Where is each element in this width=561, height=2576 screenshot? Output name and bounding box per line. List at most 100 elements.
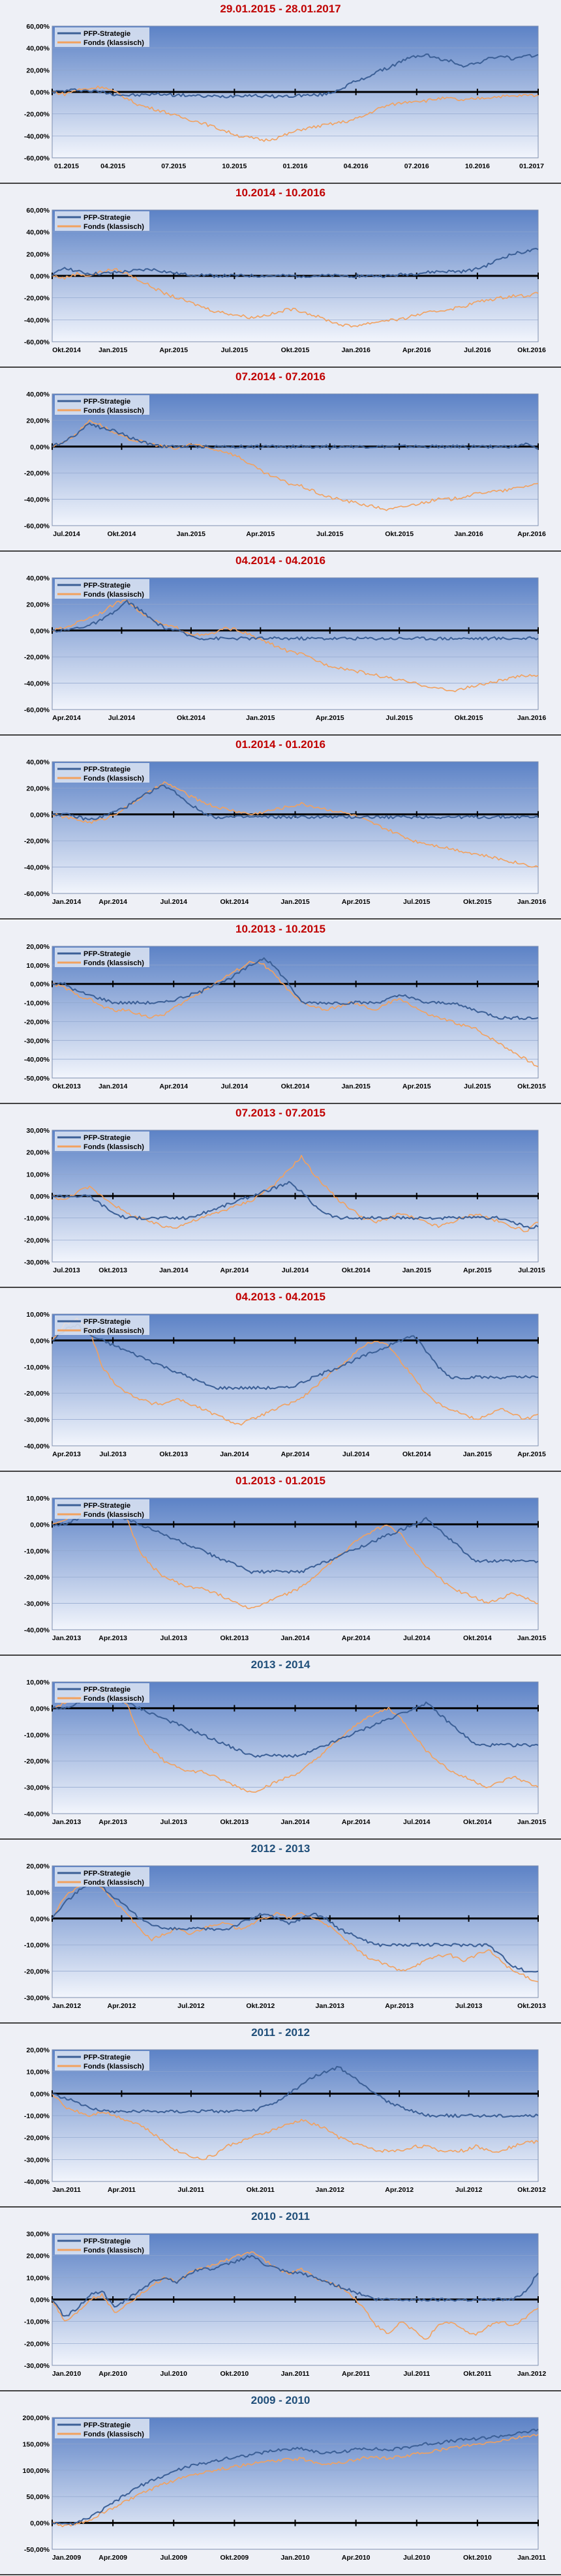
y-tick-label: -30,00% <box>24 1994 50 2002</box>
x-tick-label: Okt.2015 <box>281 346 310 354</box>
legend-label: Fonds (klassisch) <box>83 1879 144 1887</box>
series-line-strategy <box>52 2065 539 2118</box>
x-tick-label: Apr.2012 <box>108 2002 136 2010</box>
y-tick-label: -10,00% <box>24 1000 50 1008</box>
chart-title: 01.2013 - 01.2015 <box>235 1475 326 1487</box>
y-tick-label: -20,00% <box>24 1390 50 1398</box>
plot-area <box>52 394 538 526</box>
legend-label: PFP-Strategie <box>83 582 130 590</box>
series-line-strategy <box>52 53 539 99</box>
legend-box <box>55 395 149 415</box>
x-tick-label: Jan.2010 <box>52 2370 82 2378</box>
x-tick-label: Okt.2014 <box>402 1450 431 1458</box>
y-tick-label: 0,00% <box>30 1337 50 1345</box>
x-tick-label: Jan.2014 <box>280 1818 310 1826</box>
legend-label: Fonds (klassisch) <box>83 959 144 967</box>
x-tick-label: Okt.2015 <box>385 530 414 538</box>
x-tick-label: Okt.2013 <box>52 1083 81 1090</box>
x-tick-label: Apr.2014 <box>342 1634 371 1642</box>
x-tick-label: 01.2015 <box>54 162 79 170</box>
x-tick-label: Jul.2015 <box>386 714 413 722</box>
chart-title: 10.2014 - 10.2016 <box>235 187 326 199</box>
x-tick-label: 10.2015 <box>222 162 247 170</box>
chart-panel: 2011 - 2012 20,00% 10,00% 0,00% -10,00% -20,0… <box>0 2024 561 2208</box>
x-tick-label: Apr.2013 <box>52 1450 81 1458</box>
x-tick-label: Jan.2012 <box>517 2370 547 2378</box>
chart-svg: 10,00%0,00%-10,00%-20,00%-30,00%-40,00%J… <box>24 1495 546 1642</box>
legend-label: PFP-Strategie <box>83 1318 130 1326</box>
series-line-strategy <box>52 2429 539 2526</box>
x-tick-label: Apr.2013 <box>99 1818 127 1826</box>
x-tick-label: Apr.2014 <box>159 1083 188 1090</box>
x-tick-label: Jan.2011 <box>517 2554 546 2562</box>
y-tick-label: 0,00% <box>30 811 50 819</box>
x-tick-label: Jul.2014 <box>403 1634 431 1642</box>
y-tick-label: 20,00% <box>26 1863 50 1870</box>
legend-box <box>55 763 149 783</box>
chart-title: 2009 - 2010 <box>250 2394 311 2406</box>
chart-svg: 60,00% 40,00% 20,00% 0,00% -20,00% -40,00% -60… <box>24 207 546 354</box>
y-tick-label: 10,00% <box>26 2069 50 2076</box>
chart-title: 04.2014 - 04.2016 <box>235 554 326 567</box>
y-tick-label: 20,00% <box>26 2253 50 2260</box>
x-tick-label: Jan.2011 <box>52 2186 81 2194</box>
chart-panel: 2012 - 2013 20,00% 10,00% 0,00% -10,00% -20,0… <box>0 1840 561 2024</box>
legend-label: Fonds (klassisch) <box>83 591 144 599</box>
series-line-strategy <box>52 248 539 278</box>
y-tick-label: 10,00% <box>26 1889 50 1896</box>
x-tick-label: Jul.2016 <box>464 346 491 354</box>
x-tick-label: Jan.2015 <box>341 1083 371 1090</box>
y-tick-label: 40,00% <box>26 758 50 766</box>
y-tick-label: 30,00% <box>26 2230 50 2238</box>
x-tick-label: Jul.2014 <box>221 1083 249 1090</box>
series-line-fonds <box>52 1506 539 1610</box>
y-tick-label: 0,00% <box>30 981 50 989</box>
x-tick-label: Apr.2014 <box>99 898 127 906</box>
x-tick-label: Jan.2013 <box>52 1634 82 1642</box>
y-tick-label: 60,00% <box>26 23 50 31</box>
chart-svg: 40,00%20,00%0,00%-20,00%-40,00%-60,00%Ap… <box>24 575 546 722</box>
y-tick-label: -60,00% <box>24 522 50 530</box>
y-tick-label: 150,00% <box>23 2440 50 2448</box>
x-tick-label: Jan.2013 <box>52 1818 82 1826</box>
series-line-fonds <box>52 2434 539 2528</box>
legend-label: Fonds (klassisch) <box>83 1327 144 1335</box>
series-line-fonds <box>52 268 539 328</box>
y-tick-label: -30,00% <box>24 1037 50 1045</box>
y-tick-label: 10,00% <box>26 962 50 970</box>
x-tick-label: Jan.2015 <box>246 714 275 722</box>
x-tick-label: Okt.2014 <box>463 1818 492 1826</box>
legend-label: PFP-Strategie <box>83 1870 130 1878</box>
series-line-fonds <box>52 961 539 1068</box>
chart-panel: 04.2013 - 04.2015 10,00% 0,00% -10,00% -20,0… <box>0 1288 561 1472</box>
chart-svg: 10,00%0,00%-10,00%-20,00%-30,00%-40,00%A… <box>24 1311 546 1458</box>
legend-box <box>55 2235 149 2254</box>
x-tick-label: Jul.2009 <box>160 2554 188 2562</box>
series-line-fonds <box>52 781 539 868</box>
y-tick-label: -10,00% <box>24 1548 50 1555</box>
y-tick-label: -20,00% <box>24 1758 50 1765</box>
x-tick-label: Okt.2015 <box>517 1083 546 1090</box>
y-tick-label: 0,00% <box>30 2520 50 2528</box>
x-tick-label: Apr.2016 <box>402 346 431 354</box>
y-tick-label: 40,00% <box>26 391 50 398</box>
x-tick-label: Apr.2014 <box>281 1450 310 1458</box>
x-tick-label: Jul.2014 <box>342 1450 370 1458</box>
y-tick-label: -20,00% <box>24 2340 50 2348</box>
y-tick-label: -60,00% <box>24 890 50 898</box>
chart-title: 2013 - 2014 <box>250 1658 311 1671</box>
legend-label: Fonds (klassisch) <box>83 2431 144 2438</box>
x-tick-label: Jul.2015 <box>518 1266 545 1274</box>
x-tick-label: Jul.2012 <box>177 2002 205 2010</box>
y-tick-label: 20,00% <box>26 417 50 425</box>
chart-panel: 07.2013 - 07.2015 30,00% 20,00% 10,00% 0,00%… <box>0 1104 561 1288</box>
x-tick-label: Apr.2015 <box>159 346 188 354</box>
y-tick-label: -40,00% <box>24 132 50 140</box>
y-tick-label: 40,00% <box>26 45 50 53</box>
legend-label: Fonds (klassisch) <box>83 1695 144 1703</box>
x-tick-label: Apr.2014 <box>52 714 81 722</box>
